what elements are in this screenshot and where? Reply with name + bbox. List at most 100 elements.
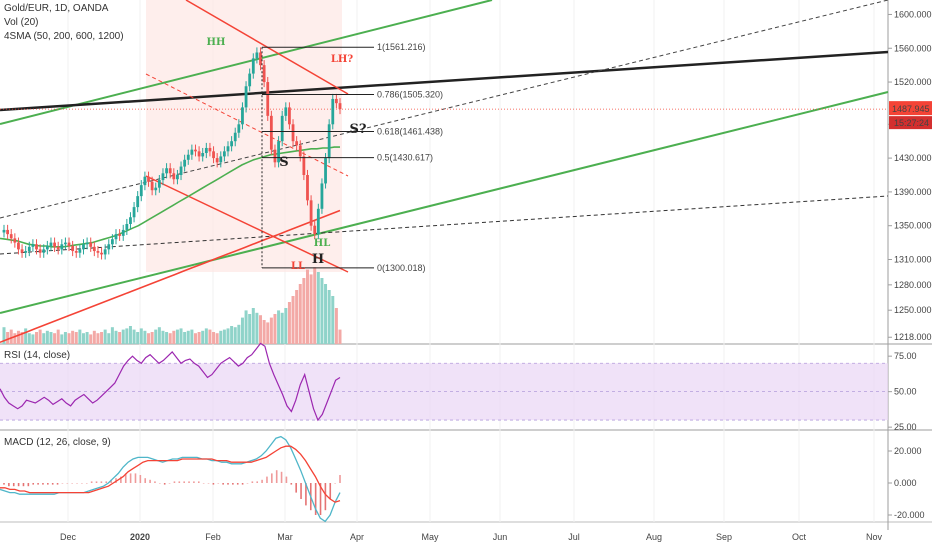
candle-body [230, 141, 234, 147]
volume-bar [35, 332, 39, 344]
macd-histogram-bar [256, 481, 259, 483]
candle-body [147, 176, 150, 182]
price-tick-label: 1310.000 [894, 255, 932, 265]
macd-histogram-bar [22, 483, 25, 487]
time-tick-label: May [421, 532, 439, 542]
time-tick-label: Aug [646, 532, 662, 542]
macd-line [0, 435, 341, 523]
candle-body [85, 242, 89, 245]
macd-histogram-bar [197, 481, 200, 483]
volume-bar [100, 332, 104, 344]
candle-body [233, 132, 237, 142]
annotation-label: S? [349, 122, 366, 137]
candle-body [143, 176, 147, 186]
fib-level-label: 0(1300.018) [377, 263, 426, 273]
candle-body [136, 196, 140, 208]
volume-bar [284, 308, 288, 344]
time-tick-label: 2020 [130, 532, 150, 542]
volume-bar [233, 327, 237, 344]
macd-histogram-bar [319, 483, 322, 515]
volume-bar [136, 332, 140, 344]
annotation-label: S [279, 155, 288, 170]
annotation-label: HH [207, 37, 226, 48]
candle-body [288, 107, 291, 125]
macd-histogram-bar [232, 483, 234, 485]
macd-histogram-bar [202, 483, 205, 484]
macd-histogram-bar [134, 473, 137, 483]
time-tick-label: Sep [716, 532, 732, 542]
macd-histogram-bar [27, 483, 30, 487]
macd-histogram-bar [227, 483, 229, 485]
volume-bar [38, 329, 42, 344]
volume-bar [230, 326, 234, 344]
macd-histogram-bar [71, 483, 73, 484]
volume-bar [49, 332, 53, 344]
macd-histogram-bar [3, 483, 5, 485]
candle-body [67, 242, 71, 246]
volume-bar [71, 330, 75, 344]
macd-histogram-bar [207, 483, 210, 484]
macd-histogram-bar [178, 481, 181, 483]
annotation-label: H [312, 252, 324, 267]
candle-body [100, 252, 103, 255]
volume-bar [179, 328, 183, 344]
candle-body [212, 151, 215, 159]
candle-body [35, 244, 38, 250]
candle-body [31, 244, 35, 247]
shaded-region [146, 0, 342, 272]
price-tick-label: 1390.000 [894, 187, 932, 197]
candle-body [222, 151, 226, 157]
macd-histogram-bar [212, 483, 215, 485]
macd-histogram-bar [8, 483, 10, 487]
fib-level-label: 0.786(1505.320) [377, 89, 443, 99]
volume-bar [291, 296, 295, 344]
time-tick-label: Oct [792, 532, 807, 542]
volume-legend: Vol (20) [4, 17, 39, 28]
macd-histogram-bar [42, 483, 44, 485]
volume-bar [103, 329, 107, 344]
macd-histogram-bar [159, 483, 161, 484]
candle-body [262, 65, 266, 83]
volume-bar [208, 329, 212, 344]
candle-body [24, 251, 28, 253]
volume-bar [295, 290, 299, 344]
volume-bar [313, 267, 317, 344]
time-tick-label: Mar [277, 532, 293, 542]
price-tick-label: 1350.000 [894, 221, 932, 231]
volume-bar [13, 333, 17, 344]
macd-legend: MACD (12, 26, close, 9) [4, 437, 111, 448]
time-tick-label: Apr [350, 532, 364, 542]
volume-bar [27, 333, 31, 344]
macd-histogram-bar [56, 483, 59, 485]
volume-bar [157, 327, 161, 344]
macd-histogram-bar [251, 481, 254, 483]
candle-body [89, 242, 93, 247]
macd-histogram-bar [188, 481, 190, 483]
volume-bar [331, 296, 335, 344]
candle-body [244, 86, 248, 108]
channel-lower-green [0, 91, 889, 314]
candle-body [56, 246, 60, 250]
candle-body [179, 166, 183, 175]
price-tick-label: 1600.000 [894, 9, 932, 19]
volume-bar [139, 328, 143, 344]
volume-bar [273, 314, 277, 344]
volume-bar [45, 330, 49, 344]
candle-body [280, 115, 284, 142]
volume-bar [215, 333, 219, 344]
macd-histogram-bar [290, 483, 293, 485]
volume-bar [204, 328, 208, 344]
macd-tick-label: -20.000 [894, 510, 925, 520]
volume-bar [168, 333, 172, 344]
volume-bar [9, 329, 13, 344]
volume-bar [56, 329, 60, 344]
volume-bar [125, 328, 129, 344]
macd-histogram-bar [129, 473, 132, 483]
macd-histogram-bar [105, 481, 108, 483]
candle-body [331, 98, 335, 125]
macd-histogram-bar [95, 481, 98, 483]
volume-bar [183, 332, 187, 344]
candle-body [114, 234, 118, 240]
channel-upper-green [0, 0, 493, 125]
